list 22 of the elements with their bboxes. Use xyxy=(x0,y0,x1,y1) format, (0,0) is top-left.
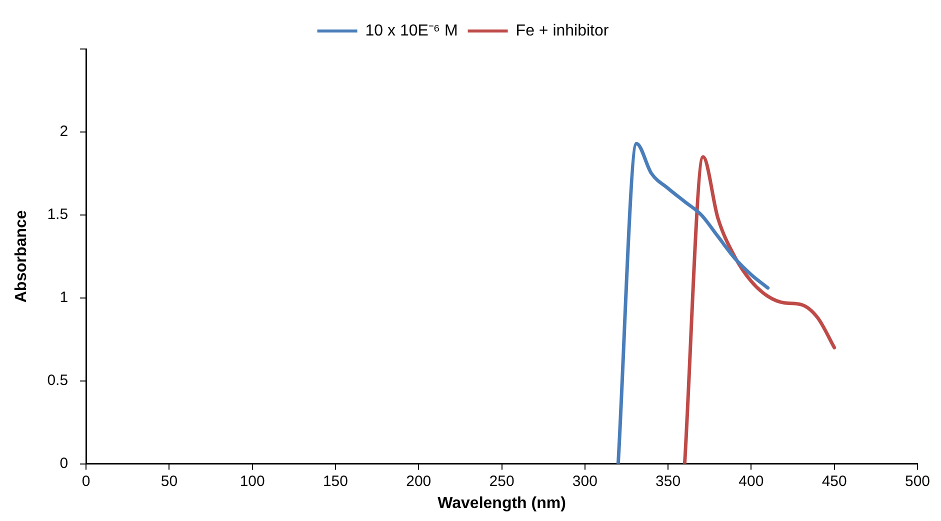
y-tick-label: 1 xyxy=(60,289,68,306)
x-tick-label: 250 xyxy=(489,472,514,490)
x-tick-label: 400 xyxy=(738,472,764,490)
x-tick-label: 350 xyxy=(656,472,681,490)
legend-label: 10 x 10E⁻⁶ M xyxy=(365,22,458,40)
x-axis-title: Wavelength (nm) xyxy=(438,494,566,512)
y-axis-title: Absorbance xyxy=(13,210,30,303)
x-tick-label: 150 xyxy=(322,472,348,490)
line-series xyxy=(682,155,836,464)
x-tick-label: 0 xyxy=(82,472,90,490)
y-tick-label: 0.5 xyxy=(47,372,68,389)
x-tick-label: 500 xyxy=(904,472,930,490)
x-tick-label: 50 xyxy=(160,472,178,490)
x-tick-label: 300 xyxy=(572,472,598,490)
y-tick-label: 2 xyxy=(60,123,68,140)
y-tick-label: 0 xyxy=(60,454,68,472)
line-series xyxy=(616,142,770,464)
legend-label: Fe + inhibitor xyxy=(516,22,610,40)
y-tick-label: 1.5 xyxy=(47,206,68,224)
x-tick-label: 450 xyxy=(822,472,847,490)
x-tick-label: 200 xyxy=(406,472,432,490)
x-tick-label: 100 xyxy=(240,472,265,490)
